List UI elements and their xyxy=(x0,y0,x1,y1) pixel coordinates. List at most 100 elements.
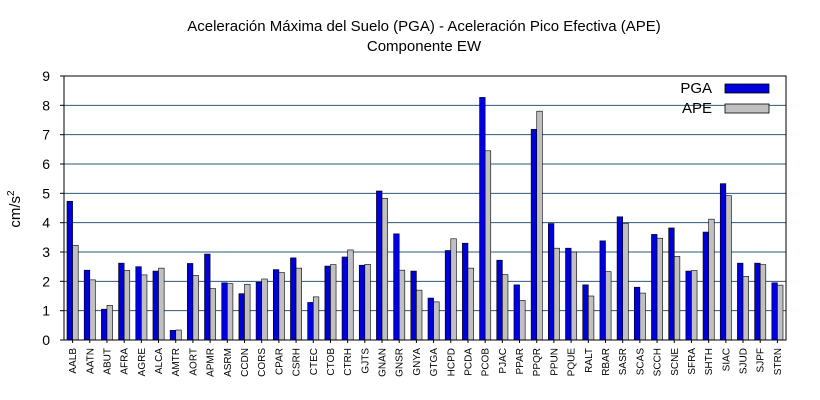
x-tick-label: SJUD xyxy=(739,348,750,374)
bar-ape-agre xyxy=(141,274,148,341)
bar-ape-ccdn xyxy=(244,283,251,341)
bar-pga-gtga xyxy=(427,297,434,341)
bar-pga-strn xyxy=(771,282,778,341)
legend: PGA APE xyxy=(680,80,770,117)
bar-ape-asrm xyxy=(227,283,234,341)
chart-subtitle: Componente EW xyxy=(367,38,482,55)
bar-pga-pcob xyxy=(479,97,486,341)
y-tick-label: 0 xyxy=(42,332,50,348)
x-tick-label: RBAR xyxy=(601,348,612,376)
bar-ape-aalb xyxy=(72,244,79,341)
bar-ape-pjac xyxy=(502,274,509,341)
bar-ape-shth xyxy=(708,218,715,341)
x-tick-label: AGRE xyxy=(137,348,148,377)
x-tick-label: CTOB xyxy=(326,348,337,376)
bar-pga-ppar xyxy=(513,284,520,341)
bar-ape-scne xyxy=(673,256,681,341)
bar-ape-ctob xyxy=(330,264,337,341)
bar-ape-aort xyxy=(192,275,199,341)
x-tick-label: AATN xyxy=(85,348,96,374)
y-tick-label: 2 xyxy=(42,273,50,289)
bar-pga-cors xyxy=(255,281,262,341)
x-tick-label: AORT xyxy=(188,348,199,376)
bar-pga-sjud xyxy=(737,262,744,341)
bar-ape-pcob xyxy=(484,150,492,341)
x-tick-label: GNAN xyxy=(378,348,389,377)
x-tick-label: SASR xyxy=(618,348,629,375)
y-tick-label: 8 xyxy=(42,97,50,113)
x-tick-label: CPAR xyxy=(274,348,285,375)
x-tick-label: STRN xyxy=(773,348,784,375)
y-tick-label: 7 xyxy=(42,127,50,143)
bar-pga-afra xyxy=(118,262,125,341)
bar-pga-sjpf xyxy=(754,262,761,341)
bar-ape-sjud xyxy=(742,276,749,341)
y-tick-label: 4 xyxy=(42,215,50,231)
bar-pga-shth xyxy=(702,231,709,341)
y-axis-label-unit: cm/s xyxy=(7,196,24,228)
bar-ape-csrh xyxy=(295,267,302,341)
x-tick-label: SCCH xyxy=(653,348,664,376)
bar-pga-scch xyxy=(651,234,658,341)
bar-pga-aalb xyxy=(66,200,73,341)
x-tick-label: CTEC xyxy=(309,348,320,375)
bar-ape-alca xyxy=(158,267,165,341)
x-tick-label: SCNE xyxy=(670,348,681,376)
bar-pga-ctec xyxy=(307,302,314,341)
bar-ape-strn xyxy=(777,284,784,341)
y-tick-label: 9 xyxy=(42,68,50,84)
x-tick-label: GTGA xyxy=(429,348,440,377)
bar-ape-ppun xyxy=(553,247,560,341)
bar-pga-aort xyxy=(187,263,194,341)
x-axis-ticks: AALB AATN ABUT AFRA AGRE ALCA AMTR AORT APMR ASRM… xyxy=(68,340,784,377)
y-axis-label-exponent: 2 xyxy=(6,190,17,196)
bar-pga-ralt xyxy=(582,284,589,341)
x-tick-label: CTRH xyxy=(343,348,354,376)
bar-pga-pjac xyxy=(496,259,503,341)
bar-pga-hcpd xyxy=(444,250,452,341)
x-tick-label: GNSR xyxy=(395,348,406,377)
bar-ape-pque xyxy=(570,251,578,341)
x-tick-label: SJPF xyxy=(756,348,767,372)
bar-pga-pque xyxy=(565,247,572,341)
x-tick-label: PCOB xyxy=(481,348,492,377)
bar-ape-ctec xyxy=(312,296,320,341)
x-tick-label: PPAR xyxy=(515,348,526,375)
bar-pga-siac xyxy=(719,183,727,341)
legend-swatch-ape xyxy=(724,103,770,114)
bar-pga-gnan xyxy=(376,190,383,341)
bar-ape-ralt xyxy=(588,295,595,341)
bar-pga-gnya xyxy=(410,270,417,341)
x-tick-label: PCDA xyxy=(463,348,474,376)
bar-ape-cpar xyxy=(278,272,285,341)
bar-pga-scas xyxy=(633,286,641,341)
x-tick-label: SHTH xyxy=(704,348,715,375)
legend-swatch-pga xyxy=(724,83,770,94)
x-tick-label: GJTS xyxy=(360,348,371,374)
x-tick-label: PQUE xyxy=(567,348,578,377)
legend-label-ape: APE xyxy=(682,100,712,117)
bar-pga-scne xyxy=(668,227,675,341)
x-tick-label: PPUN xyxy=(549,348,560,376)
legend-label-pga: PGA xyxy=(680,80,712,97)
bar-ape-pcda xyxy=(467,267,474,341)
x-tick-label: APMR xyxy=(206,348,217,377)
x-tick-label: PPQR xyxy=(532,348,543,376)
bar-ape-ppar xyxy=(519,300,526,341)
bar-pga-aatn xyxy=(83,269,91,341)
bar-pga-gnsr xyxy=(393,233,400,341)
bar-pga-ppqr xyxy=(530,129,538,341)
x-tick-label: AMTR xyxy=(171,348,182,376)
bar-ape-gtga xyxy=(433,301,440,341)
bar-ape-siac xyxy=(725,195,732,341)
x-tick-label: CORS xyxy=(257,348,268,377)
bar-ape-scas xyxy=(639,292,646,341)
x-tick-label: SCAS xyxy=(635,348,646,376)
bar-ape-sfra xyxy=(691,270,698,341)
bar-ape-gjts xyxy=(364,264,371,341)
bar-pga-apmr xyxy=(204,253,211,341)
bar-ape-sjpf xyxy=(759,264,767,341)
chart-title: Aceleración Máxima del Suelo (PGA) - Ace… xyxy=(187,18,661,35)
